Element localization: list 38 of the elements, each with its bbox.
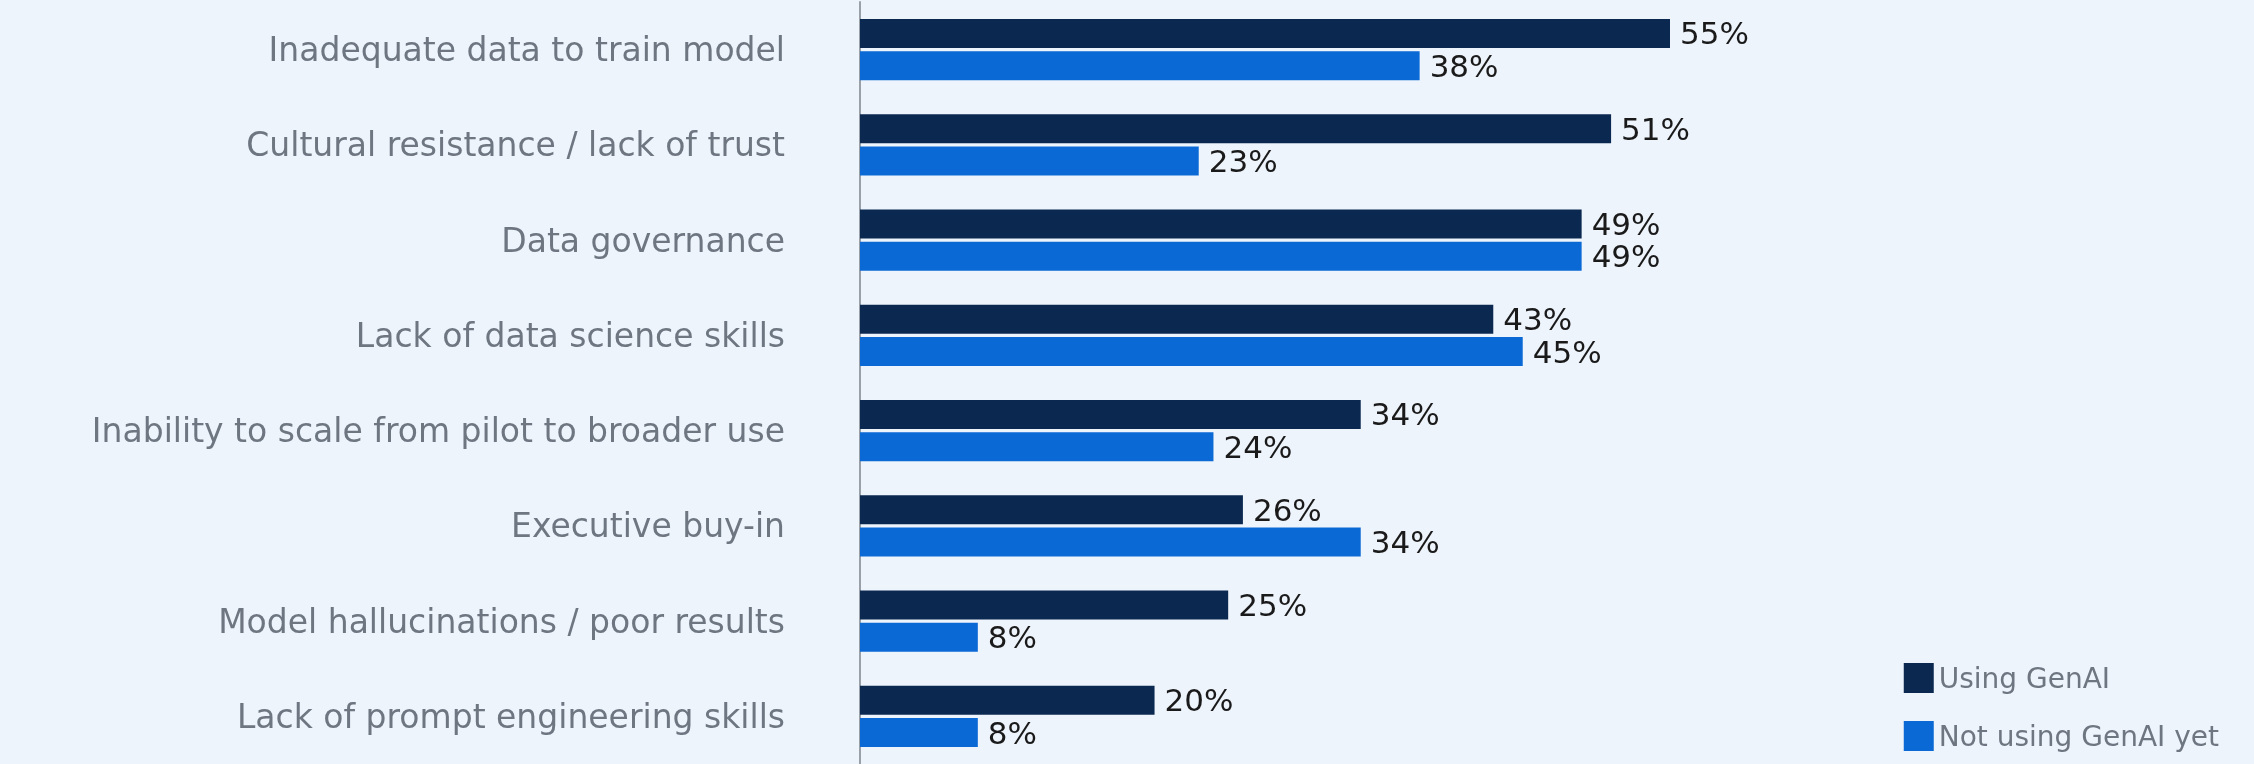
bar	[860, 18, 1670, 48]
bar	[860, 718, 978, 748]
data-label: 51%	[1621, 110, 1690, 147]
y-tick-label: Model hallucinations / poor results	[218, 601, 785, 641]
y-tick-label: Data governance	[501, 220, 785, 260]
data-label: 55%	[1680, 15, 1749, 52]
data-label: 25%	[1238, 586, 1308, 623]
legend-label: Using GenAI	[1938, 661, 2111, 695]
y-tick-label: Inadequate data to train model	[268, 30, 785, 70]
bar	[860, 685, 1155, 715]
y-tick-label: Lack of data science skills	[355, 315, 785, 355]
bar	[860, 622, 978, 652]
data-label: 34%	[1370, 396, 1440, 433]
bar	[860, 51, 1420, 81]
y-tick-label: Executive buy-in	[511, 506, 785, 546]
data-label: 8%	[987, 714, 1038, 751]
bar	[860, 337, 1523, 367]
bar	[860, 209, 1582, 239]
bar	[860, 241, 1582, 271]
bar	[860, 495, 1243, 525]
data-label: 34%	[1370, 524, 1440, 561]
bar	[860, 114, 1612, 144]
data-label: 23%	[1208, 143, 1278, 180]
data-label: 20%	[1164, 682, 1234, 719]
data-label: 8%	[987, 619, 1038, 656]
bar	[860, 527, 1361, 557]
y-tick-label: Inability to scale from pilot to broader use	[91, 411, 785, 451]
bar	[860, 399, 1361, 429]
bar	[860, 304, 1494, 334]
bar	[860, 146, 1199, 176]
data-label: 26%	[1252, 491, 1322, 528]
bar	[860, 590, 1229, 620]
y-tick-label: Cultural resistance / lack of trust	[246, 125, 786, 165]
data-label: 38%	[1429, 47, 1499, 84]
bar	[860, 432, 1214, 462]
legend-label: Not using GenAI yet	[1938, 719, 2220, 753]
y-tick-label: Lack of prompt engineering skills	[236, 696, 785, 736]
data-label: 24%	[1223, 428, 1293, 465]
